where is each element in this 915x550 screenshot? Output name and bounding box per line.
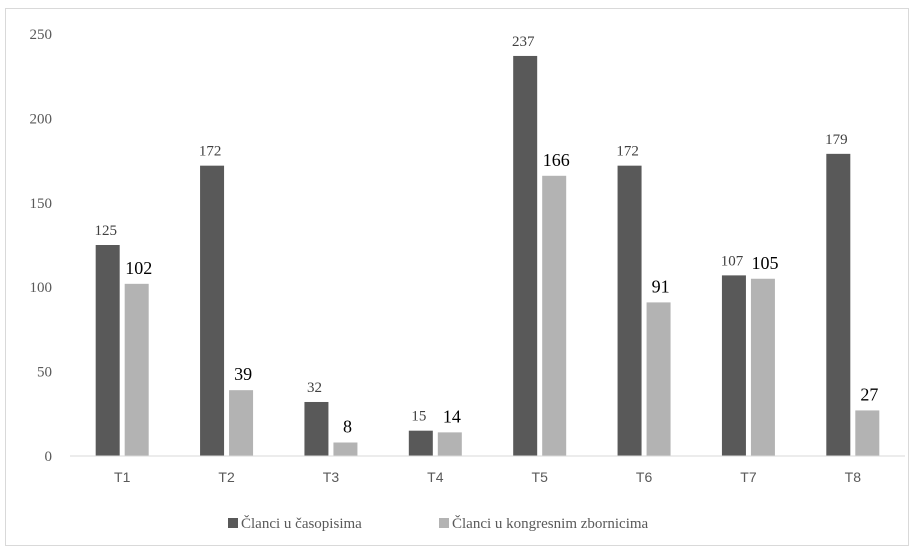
legend-swatch-series-1 (228, 518, 238, 528)
data-label-t7-series-2: 105 (751, 253, 778, 273)
data-label-t1-series-2: 102 (125, 258, 152, 278)
y-tick-label: 100 (30, 280, 53, 296)
bar-t4-series-2 (437, 432, 462, 456)
bar-t8-series-1 (826, 153, 851, 456)
bar-t6-series-2 (646, 302, 671, 456)
bar-t5-series-1 (513, 55, 538, 456)
bar-t7-series-1 (721, 275, 746, 456)
x-tick-label: T2 (218, 469, 235, 485)
x-tick-label: T5 (532, 469, 549, 485)
data-label-t6-series-1: 172 (616, 144, 639, 160)
legend: Članci u časopisima Članci u kongresnim … (228, 515, 649, 532)
y-tick-label: 150 (30, 196, 53, 212)
y-tick-label: 250 (30, 27, 53, 43)
data-labels: 125 102 172 39 32 8 15 14 237 166 172 91 107 105 179 27 (94, 34, 878, 437)
bars (95, 55, 880, 457)
data-label-t7-series-1: 107 (721, 253, 744, 269)
legend-label-series-1: Članci u časopisima (241, 515, 362, 532)
bar-t2-series-1 (200, 165, 225, 456)
y-tick-label: 50 (37, 365, 52, 381)
data-label-t4-series-2: 14 (443, 406, 461, 426)
data-label-t4-series-1: 15 (411, 409, 426, 425)
x-tick-label: T6 (636, 469, 653, 485)
y-axis: 0 50 100 150 200 250 (30, 27, 53, 465)
bar-t1-series-2 (124, 283, 149, 456)
bar-t5-series-2 (542, 175, 567, 457)
data-label-t5-series-1: 237 (512, 34, 535, 50)
data-label-t1-series-1: 125 (94, 223, 117, 239)
x-tick-label: T3 (323, 469, 340, 485)
bar-t8-series-2 (855, 410, 880, 456)
bar-t7-series-2 (750, 278, 775, 456)
data-label-t3-series-1: 32 (307, 380, 322, 396)
bar-t3-series-1 (304, 401, 329, 456)
data-label-t6-series-2: 91 (652, 276, 670, 296)
data-label-t2-series-2: 39 (234, 364, 252, 384)
x-axis: T1 T2 T3 T4 T5 T6 T7 T8 (114, 469, 861, 485)
data-label-t3-series-2: 8 (343, 416, 352, 436)
legend-label-series-2: Članci u kongresnim zbornicima (452, 515, 649, 532)
bar-t6-series-1 (617, 165, 642, 456)
data-label-t8-series-1: 179 (825, 132, 848, 148)
y-tick-label: 0 (45, 449, 53, 465)
y-tick-label: 200 (30, 111, 53, 127)
bar-t1-series-1 (95, 245, 120, 456)
data-label-t5-series-2: 166 (543, 150, 570, 170)
data-label-t8-series-2: 27 (860, 384, 878, 404)
legend-swatch-series-2 (439, 518, 449, 528)
x-tick-label: T4 (427, 469, 444, 485)
bar-t2-series-2 (229, 390, 254, 456)
x-tick-label: T1 (114, 469, 131, 485)
x-tick-label: T8 (845, 469, 862, 485)
bar-t3-series-2 (333, 442, 358, 456)
x-tick-label: T7 (740, 469, 757, 485)
bar-t4-series-1 (408, 430, 433, 456)
data-label-t2-series-1: 172 (199, 144, 222, 160)
